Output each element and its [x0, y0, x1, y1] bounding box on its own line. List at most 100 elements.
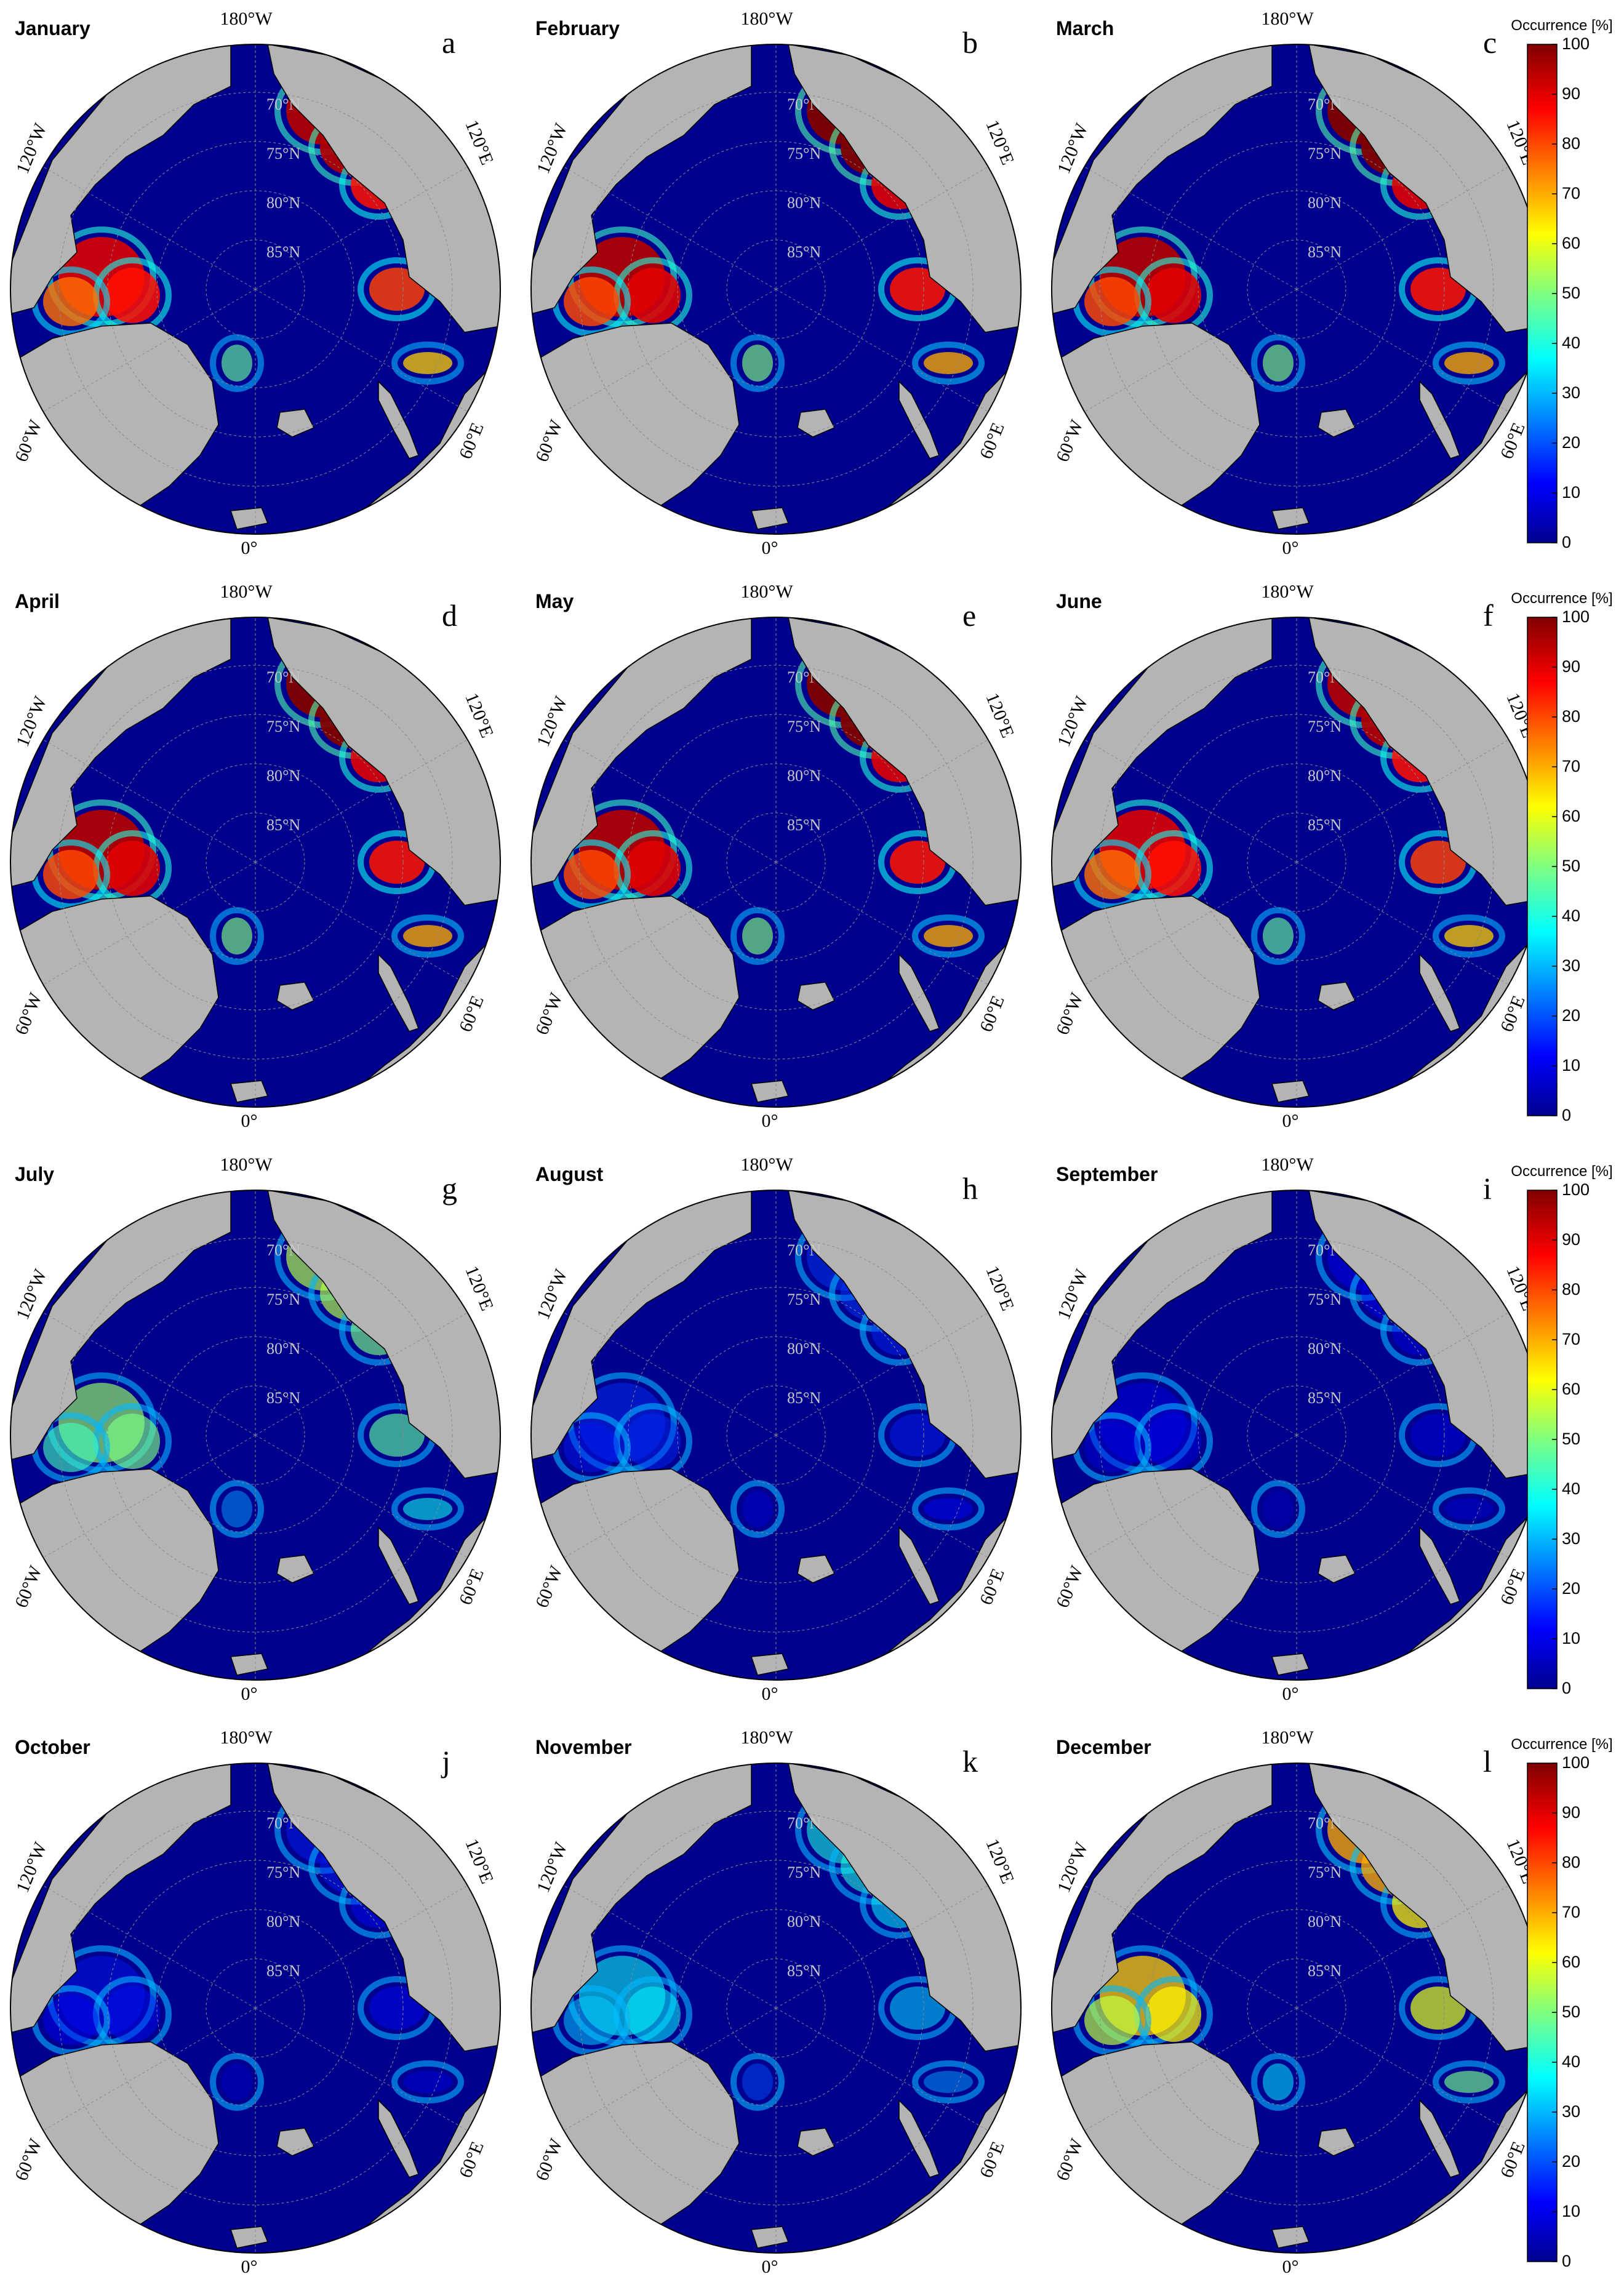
occurrence-area	[1084, 1423, 1140, 1472]
latitude-label: 80°N	[1308, 1913, 1342, 1931]
map-panel-november: 70°N 75°N 80°N 85°N 180°W 0° 120°W 60°W 120°E 60°…	[521, 1719, 1041, 2287]
lon-label-60e: 60°E	[455, 993, 488, 1034]
meridian-line	[255, 289, 468, 412]
lon-label-120e: 120°E	[982, 117, 1018, 167]
occurrence-area	[222, 345, 252, 382]
latitude-label: 80°N	[1308, 767, 1342, 785]
meridian-line	[255, 1435, 468, 1558]
lon-label-120e: 120°E	[461, 117, 497, 167]
latitude-label: 70°N	[1308, 668, 1342, 686]
colorbar-tick-label: 30	[1562, 1529, 1581, 1548]
month-title: January	[15, 17, 90, 39]
colorbar-tick-label: 50	[1562, 857, 1581, 875]
colorbar-tick-label: 0	[1562, 1679, 1572, 1697]
meridian-line	[1084, 166, 1297, 290]
land-mass	[1271, 507, 1310, 530]
month-title: June	[1056, 590, 1102, 612]
occurrence-area	[43, 1423, 98, 1472]
map-border	[530, 44, 1022, 535]
colorbar-tick-label: 30	[1562, 383, 1581, 402]
map-border	[530, 617, 1022, 1108]
occurrence-area	[105, 268, 160, 323]
colorbar-tick-label: 40	[1562, 334, 1581, 352]
occurrence-area	[403, 2071, 452, 2093]
occurrence-rim	[210, 334, 264, 392]
meridian-line	[1084, 1885, 1297, 2009]
land-mass	[898, 953, 940, 1032]
colorbar-tick-label: 90	[1562, 1803, 1581, 1822]
land-mass	[378, 953, 419, 1032]
month-title: May	[535, 590, 574, 612]
colorbar-tick-label: 10	[1562, 483, 1581, 502]
land-mass	[898, 380, 940, 459]
meridian-line	[255, 2007, 468, 2131]
colorbar-tick-label: 60	[1562, 807, 1581, 825]
meridian-line	[775, 166, 988, 290]
polar-map: 70°N75°N80°N85°N180°W0°120°W60°W120°E60°…	[1051, 1727, 1542, 2277]
latitude-label: 70°N	[787, 1814, 821, 1832]
latitude-label: 80°N	[266, 194, 300, 212]
occurrence-rim	[1251, 1480, 1305, 1538]
land-mass	[750, 2226, 790, 2249]
occurrence-rim	[1251, 334, 1305, 392]
lon-label-180w: 180°W	[740, 582, 793, 602]
occurrence-area	[1263, 918, 1294, 954]
land-mass	[898, 1526, 940, 1605]
meridian-line	[564, 289, 777, 412]
panel-letter: e	[962, 598, 977, 633]
latitude-label: 70°N	[787, 1241, 821, 1259]
meridian-line	[255, 1885, 468, 2009]
month-title: August	[535, 1163, 604, 1185]
colorbar-tick-label: 20	[1562, 1579, 1581, 1598]
polar-map: 70°N75°N80°N85°N180°W0°120°W60°W120°E60°…	[10, 582, 501, 1131]
meridian-line	[255, 862, 468, 985]
land-mass	[1318, 409, 1356, 438]
occurrence-area	[105, 1414, 160, 1469]
occurrence-rim	[391, 2060, 464, 2103]
land-mass	[1318, 982, 1356, 1010]
occurrence-area	[1084, 1996, 1140, 2045]
map-panel-september: 70°N 75°N 80°N 85°N 180°W 0° 120°W 60°W 120°E 60°…	[1041, 1146, 1562, 1715]
occurrence-area	[105, 841, 160, 896]
latitude-label: 75°N	[1308, 718, 1342, 735]
latitude-label: 85°N	[787, 1389, 821, 1407]
occurrence-area	[43, 277, 98, 326]
colorbar-tick-label: 90	[1562, 1230, 1581, 1249]
latitude-label: 85°N	[266, 816, 300, 834]
latitude-label: 75°N	[787, 1863, 821, 1881]
latitude-label: 85°N	[1308, 1962, 1342, 1980]
polar-map: 70°N75°N80°N85°N180°W0°120°W60°W120°E60°…	[530, 582, 1022, 1131]
lon-label-60e: 60°E	[976, 1566, 1009, 1607]
colorbar-title: Occurrence [%]	[1511, 1163, 1613, 1180]
land-mass	[750, 507, 790, 530]
occurrence-rim	[1433, 342, 1505, 385]
lon-label-0: 0°	[762, 1684, 778, 1704]
occurrence-area	[1263, 345, 1294, 382]
occurrence-area	[625, 268, 681, 323]
colorbar-tick-label: 100	[1562, 34, 1590, 53]
latitude-label: 70°N	[1308, 1241, 1342, 1259]
colorbar-tick-label: 50	[1562, 2003, 1581, 2021]
latitude-label: 70°N	[266, 95, 300, 113]
colorbar-tick-label: 40	[1562, 2052, 1581, 2071]
map-panel-january: 70°N 75°N 80°N 85°N 180°W 0° 120°W 60°W 120°E 60°…	[0, 0, 521, 569]
land-mass	[1271, 2226, 1310, 2249]
occurrence-rim	[730, 907, 785, 965]
meridian-line	[43, 2007, 256, 2131]
occurrence-area	[1084, 277, 1140, 326]
lon-label-180w: 180°W	[740, 1155, 793, 1175]
colorbar-tick-label: 70	[1562, 1903, 1581, 1921]
land-mass	[378, 1526, 419, 1605]
colorbar-tick-label: 20	[1562, 1006, 1581, 1025]
colorbar-tick-label: 20	[1562, 433, 1581, 452]
land-mass	[1271, 1080, 1310, 1103]
meridian-line	[255, 166, 468, 290]
latitude-label: 70°N	[787, 95, 821, 113]
polar-map: 70°N75°N80°N85°N180°W0°120°W60°W120°E60°…	[530, 1727, 1022, 2277]
land-mass	[898, 2099, 940, 2178]
occurrence-area	[1146, 268, 1201, 323]
occurrence-area	[1444, 1498, 1494, 1520]
month-title: April	[15, 590, 60, 612]
land-mass	[1419, 380, 1460, 459]
lon-label-60w: 60°W	[1052, 1563, 1087, 1611]
